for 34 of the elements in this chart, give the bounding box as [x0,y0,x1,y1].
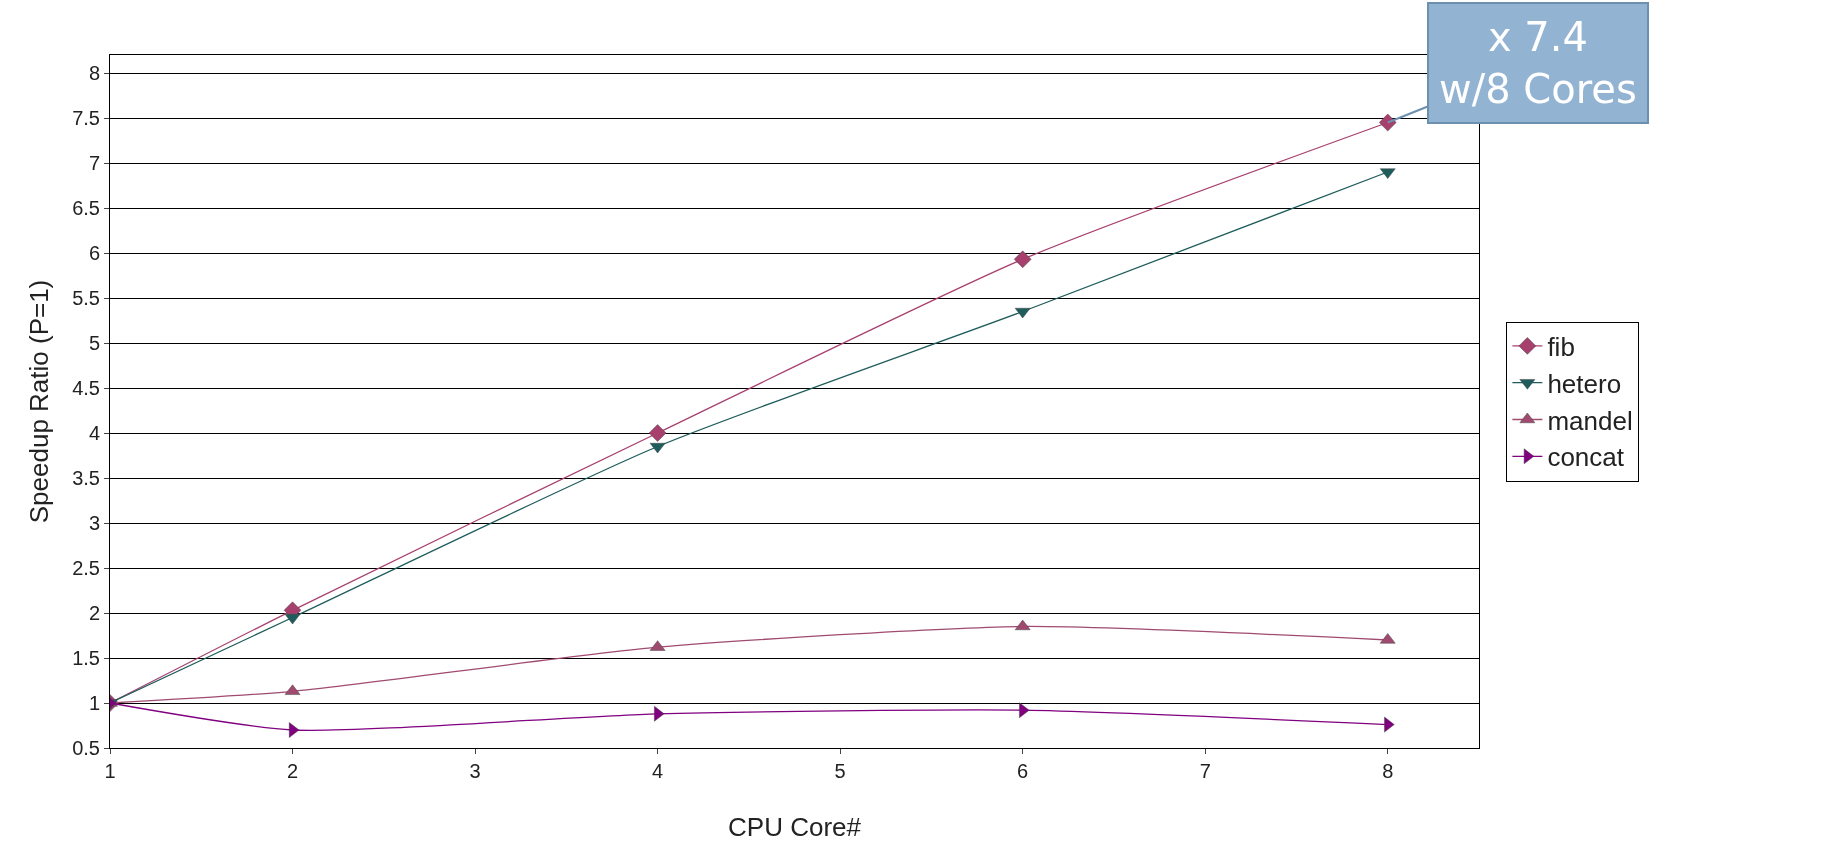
y-tick-label: 1.5 [72,647,100,669]
y-tick-label: 2 [88,602,100,624]
y-tick-label: 6 [88,242,100,264]
y-tick-label: 5.5 [72,287,100,309]
x-tick-label: 3 [469,760,481,782]
legend-label: hetero [1547,368,1622,399]
point [1013,250,1032,268]
legend-label: mandel [1547,405,1633,436]
y-tick-label: 4 [88,422,100,444]
x-tick-label: 1 [104,760,116,782]
point [648,424,667,442]
x-tick-label: 6 [1017,760,1029,782]
y-tick-label: 3 [88,512,100,534]
y-axis-title: Speedup Ratio (P=1) [24,279,54,524]
annotation: x 7.4 w/8 Cores [1439,14,1637,112]
y-tick-label: 4.5 [72,377,100,399]
y-tick-label: 1 [88,692,100,714]
y-tick-label: 5 [88,332,100,354]
x-tick-label: 8 [1382,760,1394,782]
x-axis-title: CPU Core# [728,812,862,842]
x-tick-label: 7 [1199,760,1211,782]
y-tick-label: 3.5 [72,467,100,489]
legend-label: concat [1547,442,1625,473]
y-tick-label: 7.5 [72,107,100,129]
x-tick-label: 5 [834,760,846,782]
y-tick-label: 7 [88,152,100,174]
x-tick-label: 2 [286,760,299,782]
x-tick-label: 4 [652,760,664,782]
point [1379,113,1397,132]
legend-label: fib [1547,332,1575,363]
y-tick-label: 0.5 [72,737,100,759]
y-tick-label: 6.5 [72,197,100,219]
y-tick-label: 2.5 [72,557,100,579]
y-tick-label: 8 [88,62,100,84]
